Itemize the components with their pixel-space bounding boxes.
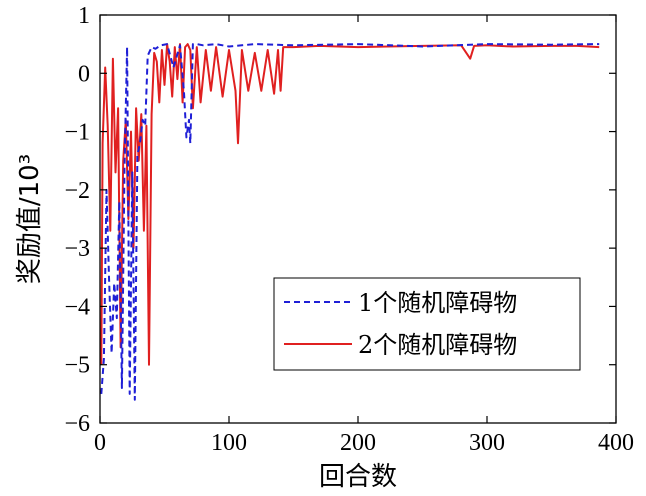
series-line-1: [100, 43, 600, 401]
y-axis-title: 奖励值/10³: [15, 154, 45, 284]
x-tick-label: 400: [598, 430, 634, 456]
y-tick-label: −1: [64, 120, 90, 146]
ticks-layer: 0 100 200 300 400 1 0 −1 −2 −3 −4 −5 −6: [64, 3, 634, 456]
y-tick-label: 0: [78, 61, 90, 87]
legend-label-series-1: 1个随机障碍物: [358, 289, 517, 317]
y-tick-label: −3: [64, 236, 90, 262]
y-tick-label: −4: [64, 294, 90, 320]
y-tick-label: −6: [64, 411, 90, 437]
x-axis-title: 回合数: [319, 462, 397, 492]
series-layer: [100, 43, 600, 401]
legend-box: [273, 277, 581, 371]
y-tick-label: −2: [64, 178, 90, 204]
x-tick-label: 0: [94, 430, 106, 456]
series-line-2: [100, 43, 600, 366]
x-tick-label: 200: [340, 430, 376, 456]
x-tick-label: 100: [211, 430, 247, 456]
legend: 1个随机障碍物 2个随机障碍物: [273, 277, 581, 371]
x-tick-label: 300: [469, 430, 505, 456]
y-tick-label: −5: [64, 353, 90, 379]
y-tick-label: 1: [78, 3, 90, 29]
legend-label-series-2: 2个随机障碍物: [358, 331, 517, 359]
